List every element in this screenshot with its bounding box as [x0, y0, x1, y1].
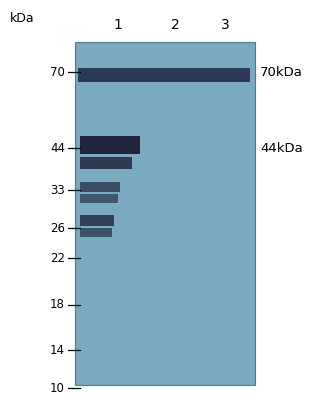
Bar — [80, 157, 132, 169]
Bar — [80, 182, 120, 192]
Text: 70: 70 — [50, 66, 65, 78]
Text: 14: 14 — [50, 344, 65, 356]
Text: 2: 2 — [170, 18, 179, 32]
Bar — [75, 42, 255, 385]
Bar — [80, 215, 114, 226]
Text: 22: 22 — [50, 252, 65, 264]
Text: 70kDa: 70kDa — [260, 66, 303, 78]
Text: 3: 3 — [221, 18, 229, 32]
Bar — [80, 228, 112, 237]
Text: 26: 26 — [50, 222, 65, 234]
Text: 10: 10 — [50, 382, 65, 394]
Text: 1: 1 — [113, 18, 122, 32]
Text: 33: 33 — [50, 184, 65, 196]
Text: 44kDa: 44kDa — [260, 142, 303, 154]
Text: kDa: kDa — [10, 12, 34, 24]
Bar — [78, 68, 250, 82]
Bar — [80, 136, 140, 154]
Bar — [80, 194, 118, 203]
Text: 44: 44 — [50, 142, 65, 154]
Text: 18: 18 — [50, 298, 65, 312]
